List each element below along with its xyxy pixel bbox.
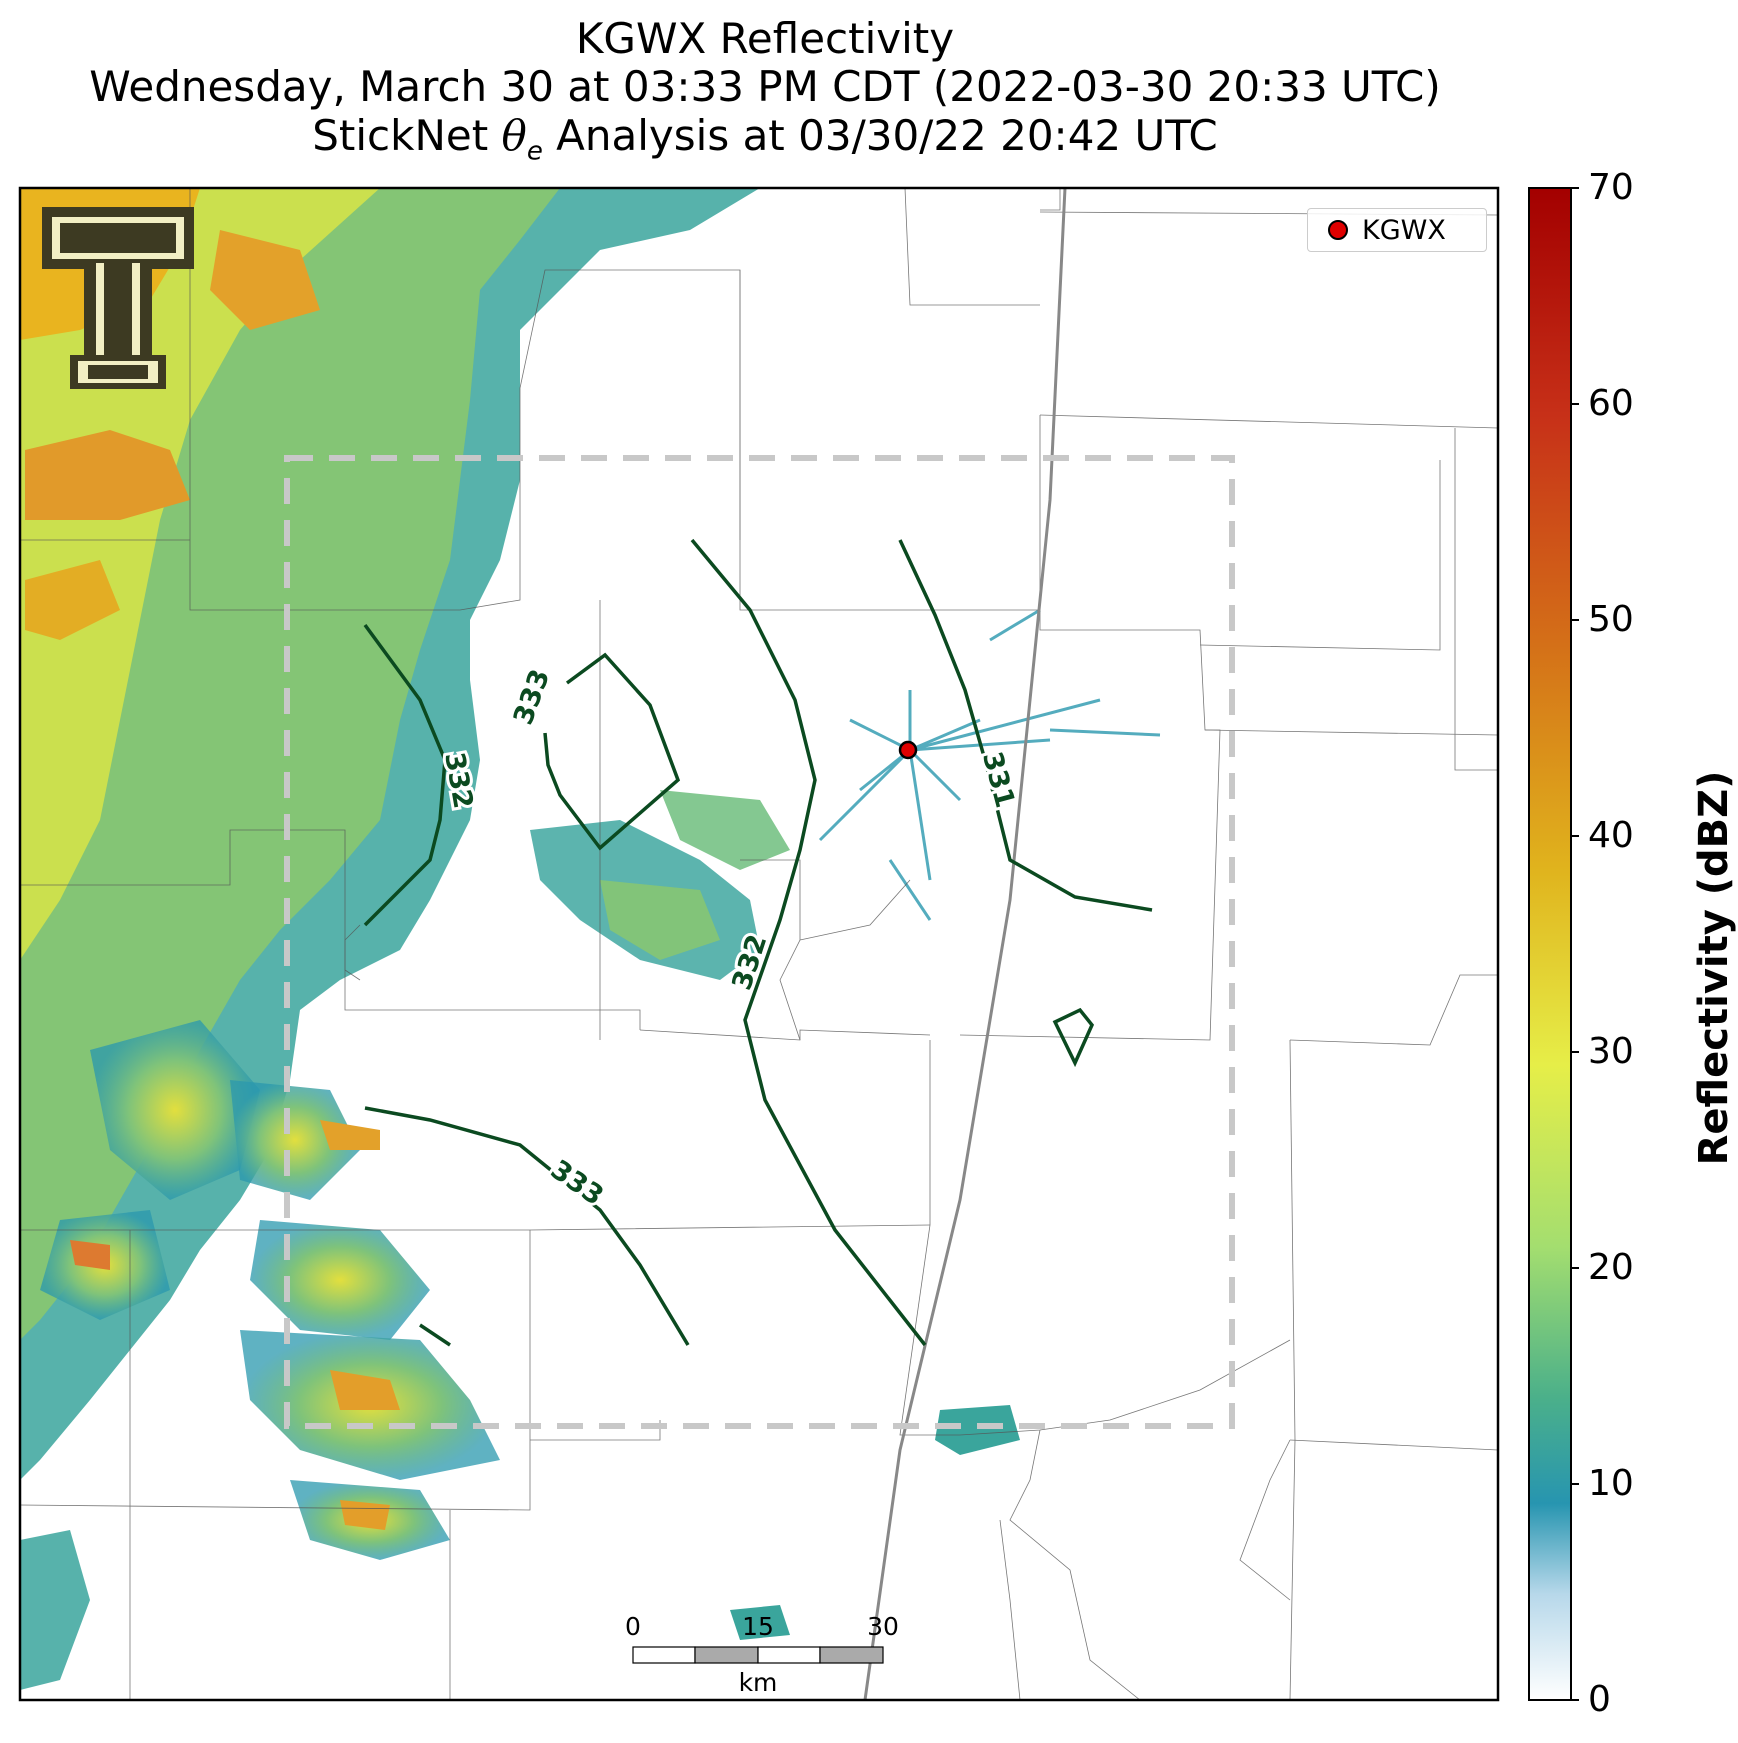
colorbar-tick-label: 30 bbox=[1588, 1031, 1634, 1072]
state-boundary-line bbox=[863, 188, 1067, 1700]
county-boundaries bbox=[20, 188, 1498, 1700]
map-legend: KGWX bbox=[1307, 208, 1487, 252]
map-frame bbox=[18, 186, 1500, 1702]
colorbar-axis-label: Reflectivity (dBZ) bbox=[1691, 770, 1737, 1166]
scale-bar-tick: 0 bbox=[625, 1612, 641, 1641]
contour-331 bbox=[898, 539, 1153, 912]
colorbar-tick-label: 40 bbox=[1588, 815, 1634, 856]
contour-332-west bbox=[363, 623, 447, 927]
contour-332-central bbox=[690, 538, 927, 1347]
scale-bar-unit: km bbox=[738, 1668, 778, 1697]
theta-e-contours bbox=[363, 538, 1153, 1347]
map-subtitle-analysis: StickNet θe Analysis at 03/30/22 20:42 U… bbox=[312, 111, 1218, 167]
legend-marker-icon bbox=[1328, 220, 1348, 240]
colorbar-tick-label: 0 bbox=[1588, 1679, 1611, 1720]
map-area: 333 332 331 332 333 bbox=[20, 188, 1498, 1700]
contour-small-loop bbox=[1052, 1007, 1095, 1068]
scale-bar bbox=[632, 1646, 884, 1664]
colorbar-tick-label: 60 bbox=[1588, 383, 1634, 424]
contour-333-south bbox=[364, 1106, 690, 1346]
colorbar-tick-label: 20 bbox=[1588, 1247, 1634, 1288]
kgwx-radar-marker bbox=[898, 740, 918, 760]
map-subtitle-time: Wednesday, March 30 at 03:33 PM CDT (202… bbox=[89, 62, 1441, 111]
scale-bar-tick: 15 bbox=[742, 1612, 774, 1641]
map-title: KGWX Reflectivity bbox=[575, 14, 955, 63]
colorbar-tick-label: 70 bbox=[1588, 167, 1634, 208]
scale-bar-tick: 30 bbox=[867, 1612, 899, 1641]
analysis-region-box bbox=[284, 455, 1235, 1429]
colorbar bbox=[1528, 187, 1572, 1701]
colorbar-tick-label: 10 bbox=[1588, 1463, 1634, 1504]
colorbar-ticks bbox=[1571, 187, 1579, 1701]
colorbar-tick-label: 50 bbox=[1588, 599, 1634, 640]
contour-333-fragment bbox=[419, 1323, 451, 1347]
contour-333-north bbox=[543, 652, 681, 851]
legend-label: KGWX bbox=[1362, 214, 1446, 246]
texas-tech-logo bbox=[42, 207, 194, 389]
